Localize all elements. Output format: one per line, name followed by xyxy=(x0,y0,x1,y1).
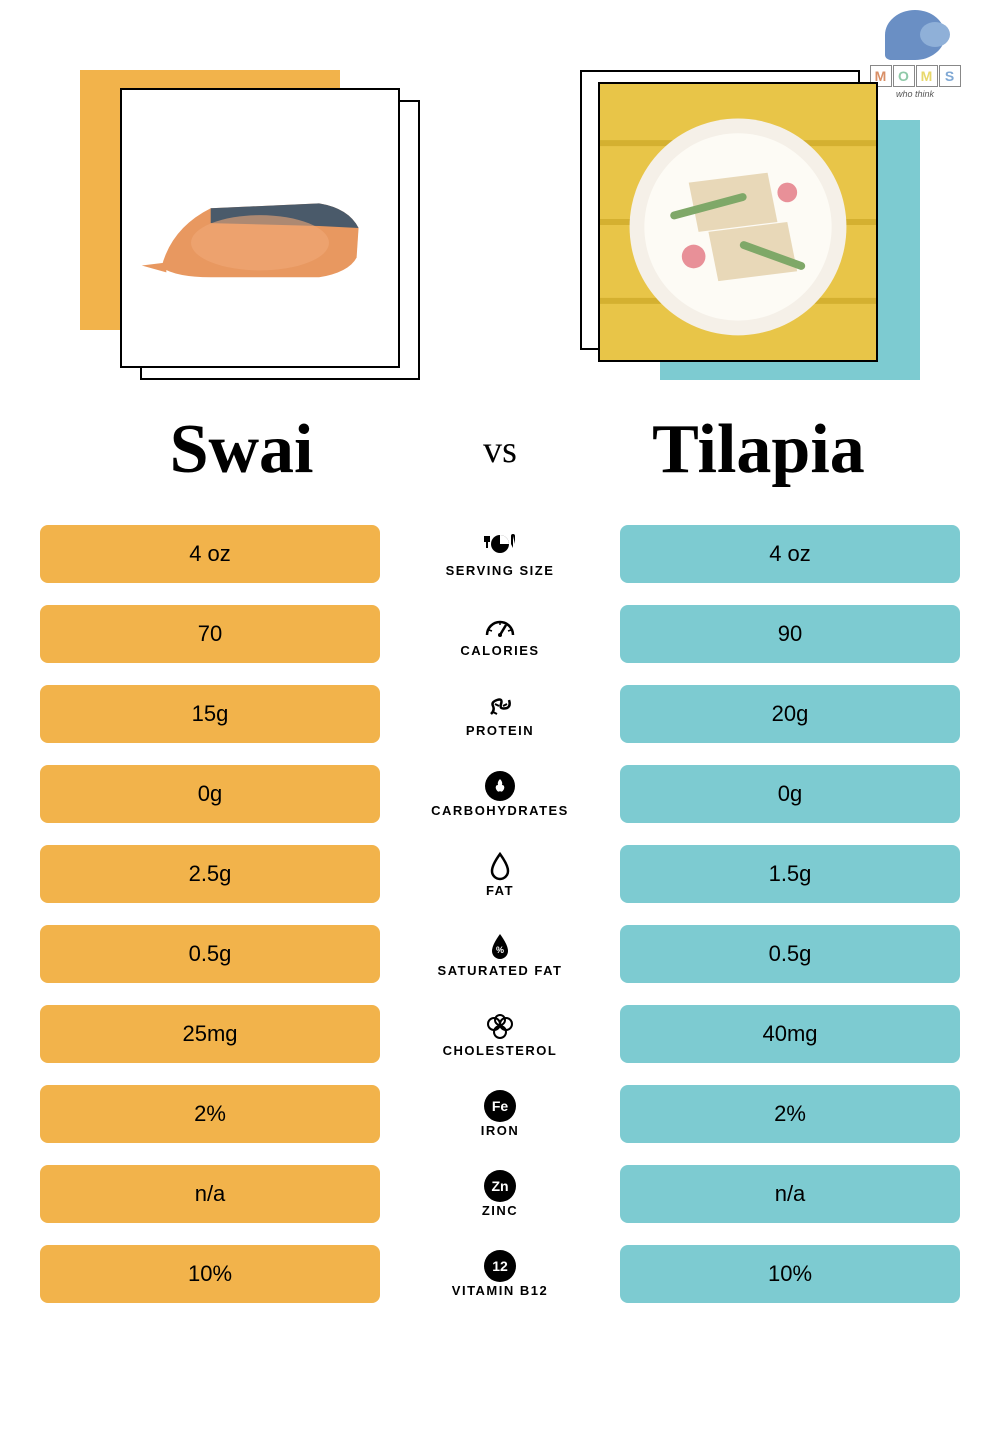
left-value: 2% xyxy=(40,1085,380,1143)
metric-label: FAT xyxy=(486,883,514,898)
nutrition-row: 4 oz SERVING SIZE 4 oz xyxy=(40,520,960,588)
serving-icon xyxy=(482,531,518,561)
metric-center: CARBOHYDRATES xyxy=(390,771,610,818)
metric-center: CALORIES xyxy=(390,611,610,658)
nutrition-row: 25mg CHOLESTEROL 40mg xyxy=(40,1000,960,1068)
metric-label: IRON xyxy=(481,1123,520,1138)
vs-label: vs xyxy=(483,428,517,472)
tilapia-plate-illustration xyxy=(600,84,876,360)
right-value: 0.5g xyxy=(620,925,960,983)
right-value: 90 xyxy=(620,605,960,663)
left-value: n/a xyxy=(40,1165,380,1223)
right-value: 10% xyxy=(620,1245,960,1303)
metric-center: % SATURATED FAT xyxy=(390,931,610,978)
tilapia-image-block xyxy=(580,70,920,380)
metric-label: VITAMIN B12 xyxy=(452,1283,548,1298)
calories-icon xyxy=(482,611,518,641)
metric-label: SATURATED FAT xyxy=(438,963,563,978)
left-value: 2.5g xyxy=(40,845,380,903)
left-value: 10% xyxy=(40,1245,380,1303)
left-value: 4 oz xyxy=(40,525,380,583)
nutrition-rows: 4 oz SERVING SIZE 4 oz 70 CALORIES 90 15g PROTE… xyxy=(40,520,960,1308)
nutrition-row: 0.5g% SATURATED FAT 0.5g xyxy=(40,920,960,988)
logo-letter: S xyxy=(939,65,961,87)
metric-center: Fe IRON xyxy=(390,1091,610,1138)
nutrition-row: 2.5g FAT 1.5g xyxy=(40,840,960,908)
metric-center: SERVING SIZE xyxy=(390,531,610,578)
metric-center: PROTEIN xyxy=(390,691,610,738)
left-value: 70 xyxy=(40,605,380,663)
metric-center: CHOLESTEROL xyxy=(390,1011,610,1058)
swai-image-block xyxy=(80,70,420,380)
left-value: 0g xyxy=(40,765,380,823)
nutrition-row: 0g CARBOHYDRATES 0g xyxy=(40,760,960,828)
right-value: 40mg xyxy=(620,1005,960,1063)
cholesterol-icon xyxy=(482,1011,518,1041)
right-value: 20g xyxy=(620,685,960,743)
metric-label: CALORIES xyxy=(460,643,539,658)
nutrition-row: 15g PROTEIN 20g xyxy=(40,680,960,748)
protein-icon xyxy=(482,691,518,721)
12-icon: 12 xyxy=(482,1251,518,1281)
satfat-icon: % xyxy=(482,931,518,961)
left-value: 0.5g xyxy=(40,925,380,983)
swai-image xyxy=(120,88,400,368)
nutrition-row: 70 CALORIES 90 xyxy=(40,600,960,668)
metric-center: FAT xyxy=(390,851,610,898)
metric-label: ZINC xyxy=(482,1203,518,1218)
carbs-icon xyxy=(482,771,518,801)
swai-fish-illustration xyxy=(122,90,398,366)
titles-row: Swai vs Tilapia xyxy=(40,410,960,490)
nutrition-row: 2% Fe IRON 2% xyxy=(40,1080,960,1148)
bird-icon xyxy=(885,10,945,60)
nutrition-row: n/a Zn ZINC n/a xyxy=(40,1160,960,1228)
right-value: n/a xyxy=(620,1165,960,1223)
left-value: 25mg xyxy=(40,1005,380,1063)
fat-icon xyxy=(482,851,518,881)
right-value: 2% xyxy=(620,1085,960,1143)
Fe-icon: Fe xyxy=(482,1091,518,1121)
metric-label: CARBOHYDRATES xyxy=(431,803,569,818)
right-value: 4 oz xyxy=(620,525,960,583)
metric-center: 12 VITAMIN B12 xyxy=(390,1251,610,1298)
metric-label: SERVING SIZE xyxy=(446,563,555,578)
metric-label: CHOLESTEROL xyxy=(443,1043,558,1058)
right-value: 1.5g xyxy=(620,845,960,903)
right-value: 0g xyxy=(620,765,960,823)
nutrition-row: 10% 12 VITAMIN B12 10% xyxy=(40,1240,960,1308)
metric-label: PROTEIN xyxy=(466,723,534,738)
left-value: 15g xyxy=(40,685,380,743)
image-comparison-row xyxy=(40,40,960,400)
tilapia-image xyxy=(598,82,878,362)
metric-center: Zn ZINC xyxy=(390,1171,610,1218)
right-title: Tilapia xyxy=(557,410,960,490)
left-title: Swai xyxy=(40,410,443,490)
Zn-icon: Zn xyxy=(482,1171,518,1201)
svg-text:%: % xyxy=(496,945,504,955)
